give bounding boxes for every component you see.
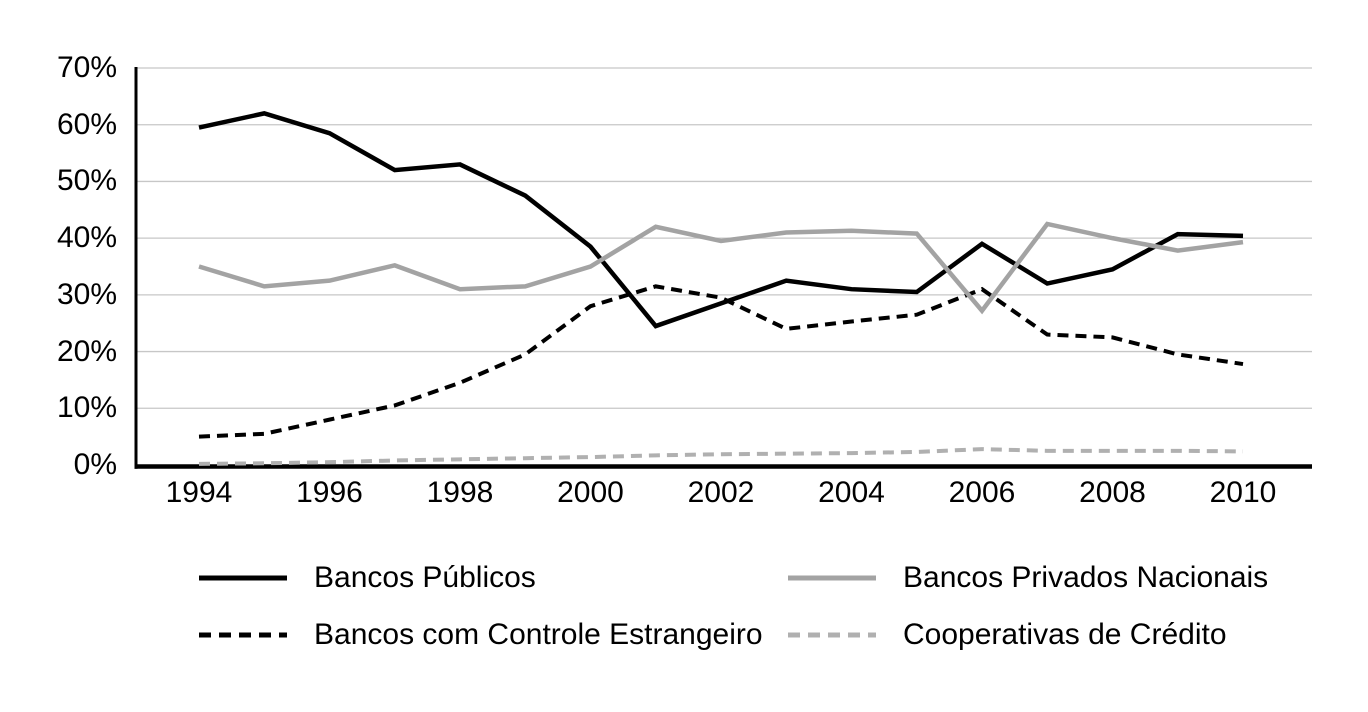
y-axis-tick-label: 10% xyxy=(56,391,117,425)
y-axis-tick-label: 40% xyxy=(56,221,117,255)
y-axis-tick-label: 60% xyxy=(56,107,117,141)
legend-swatch-dashed-black xyxy=(199,632,287,637)
x-axis-tick-label: 1998 xyxy=(426,476,494,509)
y-axis-tick-label: 0% xyxy=(73,448,117,481)
series-line-1 xyxy=(198,221,1244,315)
legend-item-bancos-privados-nacionais: Bancos Privados Nacionais xyxy=(788,559,1268,596)
legend-item-bancos-publicos: Bancos Públicos xyxy=(199,559,536,596)
legend-label: Bancos Privados Nacionais xyxy=(903,560,1269,594)
y-axis-tick-label: 20% xyxy=(56,334,117,368)
x-axis-tick-label: 1994 xyxy=(165,476,233,509)
x-axis-tick-label: 1996 xyxy=(296,476,363,509)
y-axis-tick-label: 50% xyxy=(56,164,117,198)
x-axis-tick-label: 2002 xyxy=(687,476,755,509)
legend-item-cooperativas-de-credito: Cooperativas de Crédito xyxy=(788,616,1227,653)
legend-label: Bancos Públicos xyxy=(314,560,536,594)
y-axis-tick-label: 70% xyxy=(56,51,117,84)
legend-swatch-solid-black xyxy=(199,575,287,580)
series-line-0 xyxy=(198,111,1244,329)
x-axis-tick-label: 2006 xyxy=(948,476,1016,509)
x-axis-tick-label: 2008 xyxy=(1079,476,1146,509)
x-axis-tick-label: 2010 xyxy=(1209,476,1277,509)
x-axis-tick-label: 2004 xyxy=(818,476,885,509)
legend-swatch-dashed-gray xyxy=(788,632,876,637)
y-axis-tick-label: 30% xyxy=(56,277,117,311)
legend-swatch-solid-gray xyxy=(788,575,876,580)
legend-label: Bancos com Controle Estrangeiro xyxy=(314,617,763,651)
series-line-2 xyxy=(198,284,1244,439)
legend-item-bancos-com-controle-estrangeiro: Bancos com Controle Estrangeiro xyxy=(199,616,763,653)
x-axis-tick-label: 2000 xyxy=(557,476,624,509)
series-line-3 xyxy=(198,447,1244,466)
legend-label: Cooperativas de Crédito xyxy=(903,617,1227,651)
